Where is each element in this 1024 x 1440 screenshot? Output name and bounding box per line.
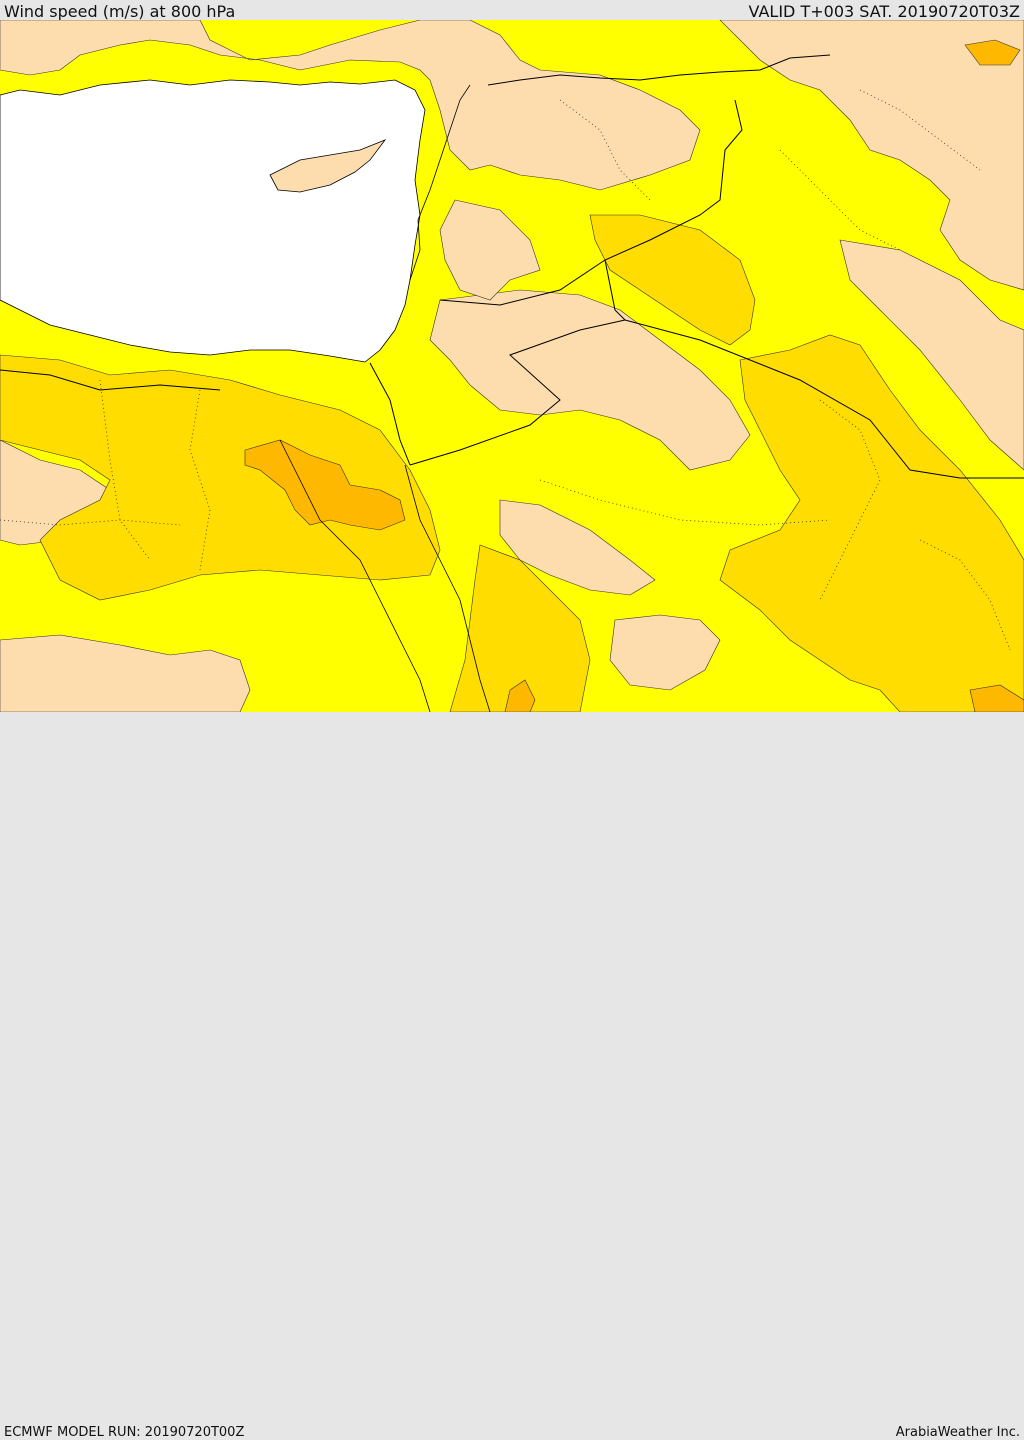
mediterranean-sea [0,79,426,363]
band-higher-areas [244,39,1024,712]
border-turkey-syria [487,54,831,86]
band-low-east [839,239,1024,471]
band-higher-se [969,684,1024,712]
band-high-redsea [449,544,591,712]
sea-areas [0,79,426,363]
coastlines [279,84,491,712]
wind-speed-map [0,20,1024,712]
admin-boundaries [0,89,1011,651]
cyprus-island [269,139,387,193]
footer-bar: ECMWF MODEL RUN: 20190720T00Z ArabiaWeat… [0,712,1024,1440]
coast-sinai-gulf [279,439,431,712]
border-jordan-saudi [409,319,626,466]
border-egypt-sudan [0,369,221,391]
border-egypt-israel [369,362,411,466]
band-low-center [429,289,751,471]
band-high-egypt [0,354,441,601]
band-low-areas [0,20,1024,712]
band-low-levant [439,199,541,301]
border-syria-iraq [604,99,743,321]
model-run-label: ECMWF MODEL RUN: 20190720T00Z [4,1425,245,1440]
header-bar: Wind speed (m/s) at 800 hPa VALID T+003 … [0,0,1024,21]
band-low-ne [719,20,1024,291]
band-high-iraq [719,334,1024,712]
country-borders [0,54,1024,479]
credit-label: ArabiaWeather Inc. [895,1425,1020,1440]
band-higher-ne [964,39,1021,66]
coast-levant [409,84,471,281]
band-higher-redsea [504,679,536,712]
map-title: Wind speed (m/s) at 800 hPa [4,2,236,21]
band-low-south1 [499,499,656,596]
coast-aqaba [404,464,491,712]
band-low-nw [0,20,701,191]
band-higher-sinai [244,439,406,531]
valid-time: VALID T+003 SAT. 20190720T03Z [748,2,1020,21]
band-low-south2 [609,614,721,691]
band-high-syria [589,214,756,346]
band-high-areas [0,214,1024,712]
border-syria-jordan [439,259,606,306]
border-jordan-iraq [624,319,1024,479]
band-low-sw [0,634,251,712]
